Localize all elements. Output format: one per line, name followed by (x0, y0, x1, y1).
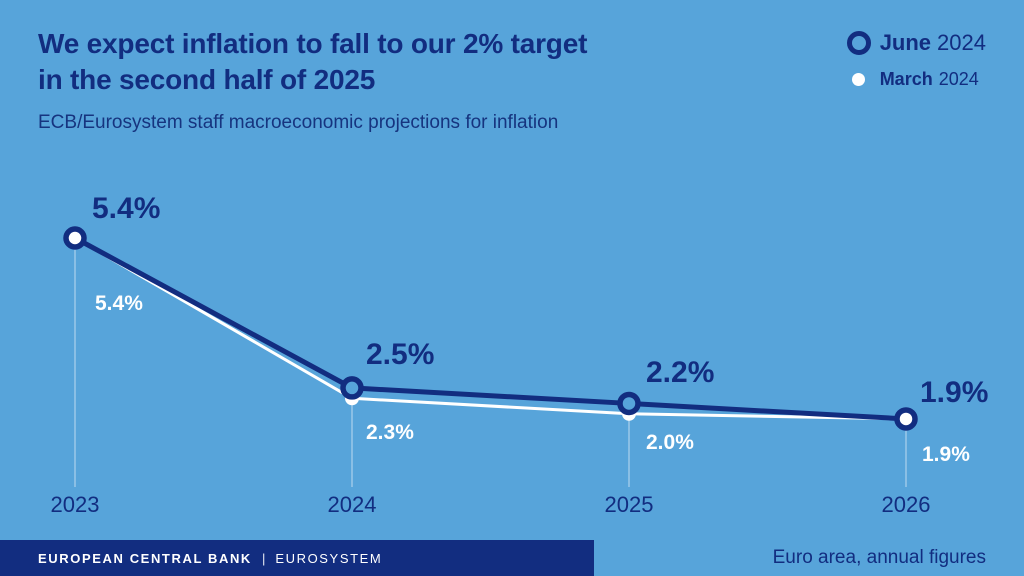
title-line-1: We expect inflation to fall to our 2% ta… (38, 28, 588, 59)
euro-area-note: Euro area, annual figures (772, 547, 986, 568)
ecb-wordmark: EUROPEAN CENTRAL BANK (38, 550, 252, 566)
year-axis-label-2023: 2023 (50, 492, 100, 517)
chart-legend: June 2024 March 2024 (846, 30, 986, 90)
legend-item-march: March 2024 (846, 69, 986, 90)
june-value-label-2026: 1.9% (920, 376, 989, 409)
june-value-label-2024: 2.5% (366, 338, 435, 371)
march-value-label-2023: 5.4% (95, 292, 143, 315)
june-value-label-2025: 2.2% (646, 356, 715, 389)
year-axis-label-2024: 2024 (327, 492, 377, 517)
march-value-label-2024: 2.3% (366, 421, 414, 444)
filled-circle-icon (846, 73, 872, 86)
eurosystem-label: EUROSYSTEM (275, 550, 383, 566)
march-value-label-2025: 2.0% (646, 431, 694, 454)
ecb-footer-bar: EUROPEAN CENTRAL BANK | EUROSYSTEM (0, 540, 594, 576)
title-line-2: in the second half of 2025 (38, 63, 376, 95)
footer-divider: | (261, 550, 266, 566)
legend-item-june: June 2024 (846, 30, 986, 56)
legend-label-march: March 2024 (879, 69, 979, 89)
footer: EUROPEAN CENTRAL BANK | EUROSYSTEM Euro … (0, 540, 1024, 576)
chart-subtitle: ECB/Eurosystem staff macroeconomic proje… (38, 112, 559, 133)
legend-label-june: June 2024 (879, 30, 986, 55)
year-axis-label-2026: 2026 (881, 492, 931, 517)
open-circle-icon (846, 31, 872, 55)
year-axis-label-2025: 2025 (604, 492, 654, 517)
march-value-label-2026: 1.9% (922, 443, 970, 466)
june-value-label-2023: 5.4% (92, 192, 161, 225)
page-title: We expect inflation to fall to our 2% ta… (38, 26, 587, 97)
